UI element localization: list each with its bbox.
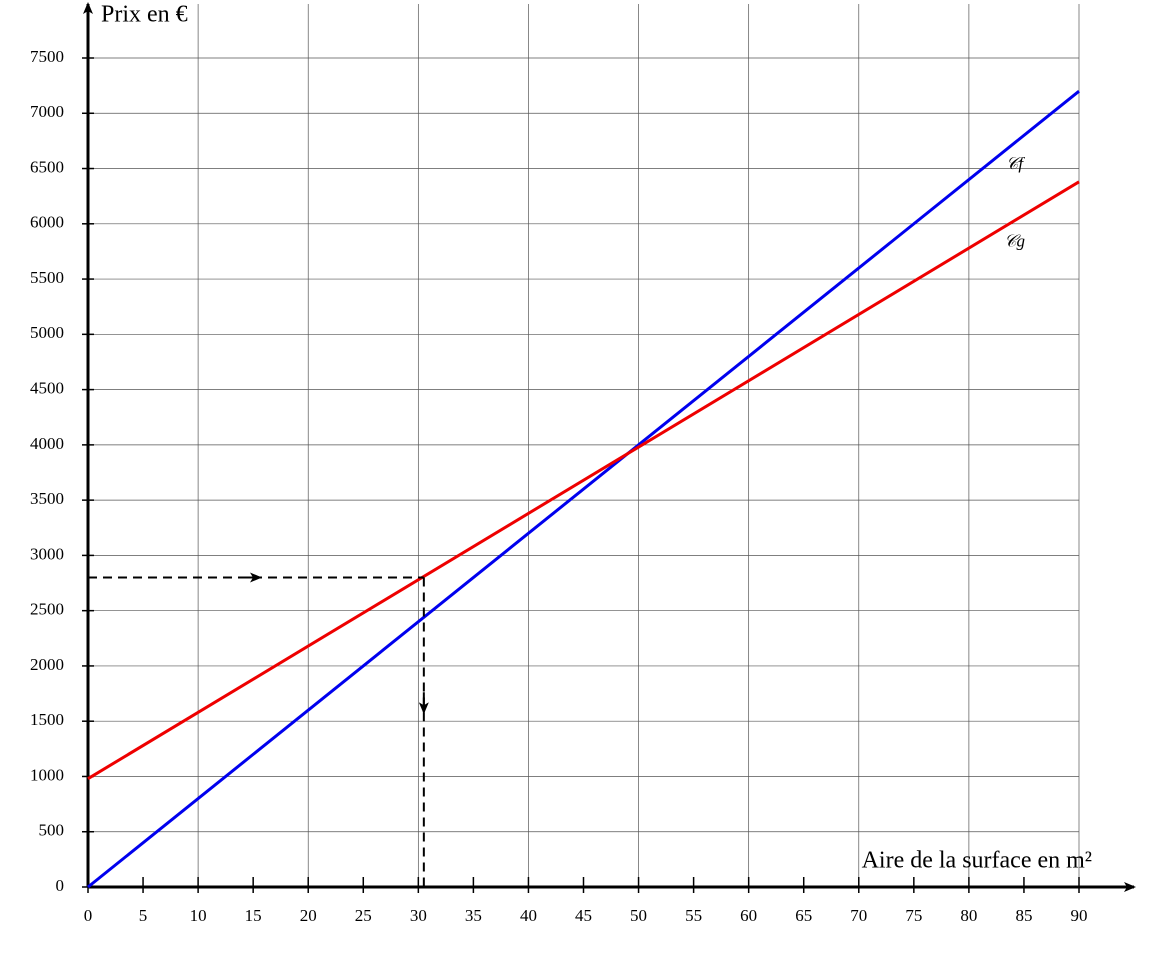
x-tick-label: 85 <box>1015 906 1032 925</box>
x-tick-label: 15 <box>245 906 262 925</box>
y-tick-label: 4500 <box>30 379 64 398</box>
y-tick-label: 7500 <box>30 47 64 66</box>
x-tick-label: 55 <box>685 906 702 925</box>
x-tick-label: 5 <box>139 906 148 925</box>
y-tick-label: 1500 <box>30 710 64 729</box>
x-tick-label: 65 <box>795 906 812 925</box>
y-tick-label: 6500 <box>30 157 64 176</box>
y-tick-label: 0 <box>56 876 65 895</box>
x-tick-label: 35 <box>465 906 482 925</box>
y-tick-label: 7000 <box>30 102 64 121</box>
grid <box>87 4 1080 888</box>
x-tick-label: 90 <box>1071 906 1088 925</box>
x-tick-label: 0 <box>84 906 93 925</box>
x-tick-label: 60 <box>740 906 757 925</box>
y-tick-label: 4000 <box>30 434 64 453</box>
y-tick-label: 5500 <box>30 268 64 287</box>
x-tick-label: 75 <box>905 906 922 925</box>
x-tick-label: 10 <box>190 906 207 925</box>
x-tick-label: 50 <box>630 906 647 925</box>
y-tick-label: 2500 <box>30 600 64 619</box>
series-label: 𝒞f <box>1006 154 1025 173</box>
x-tick-label: 80 <box>960 906 977 925</box>
y-tick-label: 2000 <box>30 655 64 674</box>
y-tick-label: 6000 <box>30 213 64 232</box>
x-tick-label: 30 <box>410 906 427 925</box>
y-tick-label: 3000 <box>30 544 64 563</box>
series-label: 𝒞g <box>1004 232 1025 251</box>
x-tick-label: 70 <box>850 906 867 925</box>
x-tick-label: 45 <box>575 906 592 925</box>
x-tick-label: 40 <box>520 906 537 925</box>
y-tick-label: 1000 <box>30 765 64 784</box>
y-tick-label: 3500 <box>30 489 64 508</box>
series-line <box>87 180 1080 780</box>
y-tick-label: 500 <box>39 821 65 840</box>
y-axis-label: Prix en € <box>101 2 188 28</box>
x-axis-label: Aire de la surface en m² <box>862 848 1092 874</box>
series-line <box>87 89 1080 889</box>
x-tick-label: 20 <box>300 906 317 925</box>
y-tick-label: 5000 <box>30 323 64 342</box>
x-tick-label: 25 <box>355 906 372 925</box>
